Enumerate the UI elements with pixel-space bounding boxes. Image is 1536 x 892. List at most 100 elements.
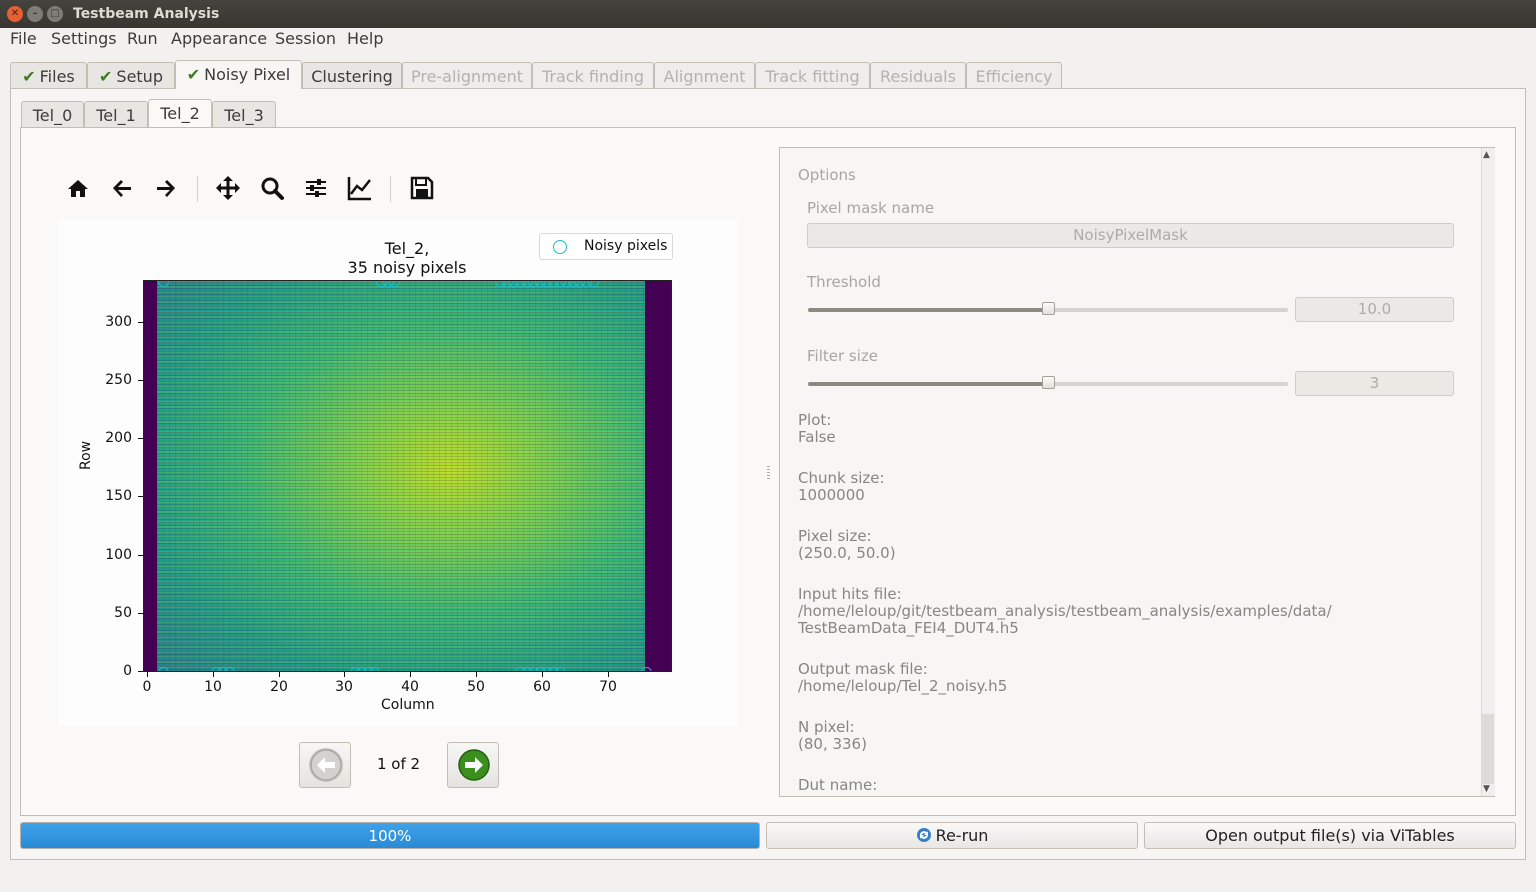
save-icon[interactable] [408, 174, 436, 202]
toolbar-separator [197, 176, 198, 202]
y-tick-label: 0 [123, 663, 132, 679]
x-tick-mark [147, 672, 148, 677]
x-axis-label: Column [381, 697, 435, 713]
filter-size-field[interactable]: 3 [1295, 371, 1454, 396]
tab-efficiency: Efficiency [966, 62, 1062, 89]
tab-setup[interactable]: ✔ Setup [87, 62, 175, 89]
subtab-tel-2[interactable]: Tel_2 [148, 99, 212, 127]
subtab-tel-1[interactable]: Tel_1 [84, 101, 148, 128]
axes-edit-icon[interactable] [346, 174, 374, 202]
x-tick-label: 50 [467, 679, 485, 695]
scroll-up-icon[interactable]: ▲ [1483, 150, 1490, 160]
tab-label: Clustering [311, 67, 393, 86]
tab-noisy-pixel[interactable]: ✔ Noisy Pixel [175, 60, 302, 89]
tab-track-fitting: Track fitting [755, 62, 870, 89]
check-icon: ✔ [22, 67, 36, 86]
next-plot-button[interactable] [447, 742, 499, 788]
options-scrollbar-thumb[interactable] [1482, 714, 1494, 784]
tab-label: Efficiency [975, 67, 1053, 86]
y-tick-label: 100 [105, 547, 132, 563]
y-tick-label: 250 [105, 372, 132, 388]
menu-settings[interactable]: Settings [51, 29, 117, 48]
input-hits-file-name: TestBeamData_FEI4_DUT4.h5 [798, 619, 1019, 637]
tab-label: Setup [116, 67, 163, 86]
noisy-pixel-marker [223, 667, 235, 671]
y-tick-label: 300 [105, 314, 132, 330]
progress-bar: 100% [20, 822, 760, 849]
y-tick-mark [138, 613, 143, 614]
plot-option-label: Plot: [798, 411, 832, 429]
check-icon: ✔ [99, 67, 113, 86]
y-tick-mark [138, 322, 143, 323]
pixel-mask-name-field[interactable]: NoisyPixelMask [807, 223, 1454, 248]
y-tick-label: 150 [105, 488, 132, 504]
noisy-pixel-marker [554, 667, 566, 671]
filter-size-slider-handle[interactable] [1042, 376, 1055, 389]
x-tick-label: 10 [204, 679, 222, 695]
splitter-handle[interactable] [767, 466, 770, 480]
page-indicator: 1 of 2 [377, 755, 421, 773]
plot-title-line1: Tel_2, [384, 239, 430, 258]
forward-arrow-icon[interactable] [152, 174, 180, 202]
y-axis-label: Row [78, 440, 94, 470]
menu-run[interactable]: Run [127, 29, 158, 48]
tab-label: Residuals [880, 67, 956, 86]
open-vitables-button[interactable]: Open output file(s) via ViTables [1144, 822, 1516, 849]
n-pixel-label: N pixel: [798, 718, 855, 736]
subtab-tel-0[interactable]: Tel_0 [21, 101, 84, 128]
pixel-size-label: Pixel size: [798, 527, 872, 545]
x-tick-mark [344, 672, 345, 677]
maximize-window-button[interactable]: □ [47, 6, 63, 22]
tab-label: Track finding [541, 67, 645, 86]
tab-clustering[interactable]: Clustering [302, 62, 402, 89]
back-arrow-icon [309, 748, 343, 782]
tab-track-finding: Track finding [532, 62, 654, 89]
x-tick-label: 60 [533, 679, 551, 695]
y-tick-mark [138, 496, 143, 497]
zoom-icon[interactable] [258, 174, 286, 202]
tab-label: Noisy Pixel [204, 65, 291, 84]
y-tick-mark [138, 438, 143, 439]
threshold-slider-handle[interactable] [1042, 302, 1055, 315]
pan-icon[interactable] [214, 174, 242, 202]
toolbar-separator [390, 176, 391, 202]
threshold-field[interactable]: 10.0 [1295, 297, 1454, 322]
x-tick-label: 70 [599, 679, 617, 695]
tab-files[interactable]: ✔ Files [10, 62, 87, 89]
back-arrow-icon[interactable] [108, 174, 136, 202]
x-tick-mark [279, 672, 280, 677]
noisy-pixel-marker [157, 667, 169, 671]
menu-appearance[interactable]: Appearance [171, 29, 268, 48]
title-bar: ✕ – □ Testbeam Analysis [0, 0, 1536, 28]
y-tick-mark [138, 380, 143, 381]
n-pixel-value: (80, 336) [798, 735, 867, 753]
menu-file[interactable]: File [10, 29, 37, 48]
close-window-button[interactable]: ✕ [7, 6, 23, 22]
tab-label: Pre-alignment [410, 67, 524, 86]
minimize-window-button[interactable]: – [27, 6, 43, 22]
previous-plot-button[interactable] [299, 742, 351, 788]
x-tick-label: 30 [335, 679, 353, 695]
menu-session[interactable]: Session [275, 29, 337, 48]
options-scrollbar[interactable] [1481, 148, 1495, 796]
scroll-down-icon[interactable]: ▼ [1483, 784, 1490, 794]
pixel-size-value: (250.0, 50.0) [798, 544, 896, 562]
rerun-button[interactable]: Re-run [766, 822, 1138, 849]
subtab-tel-3[interactable]: Tel_3 [212, 101, 276, 128]
home-icon[interactable] [64, 174, 92, 202]
legend-label: Noisy pixels [584, 238, 668, 254]
noisy-pixel-marker [157, 281, 169, 288]
refresh-icon [916, 827, 932, 843]
filter-size-label: Filter size [807, 347, 879, 365]
heatmap-occupied-region [157, 281, 645, 671]
subplots-config-icon[interactable] [302, 174, 330, 202]
tab-pre-alignment: Pre-alignment [402, 62, 532, 89]
options-header: Options [798, 166, 856, 184]
menu-help[interactable]: Help [347, 29, 384, 48]
x-tick-label: 40 [401, 679, 419, 695]
x-tick-mark [410, 672, 411, 677]
occupancy-heatmap[interactable] [143, 280, 672, 672]
x-tick-label: 0 [142, 679, 152, 695]
pixel-mask-name-label: Pixel mask name [807, 199, 935, 217]
plot-title-line2: 35 noisy pixels [347, 258, 467, 277]
